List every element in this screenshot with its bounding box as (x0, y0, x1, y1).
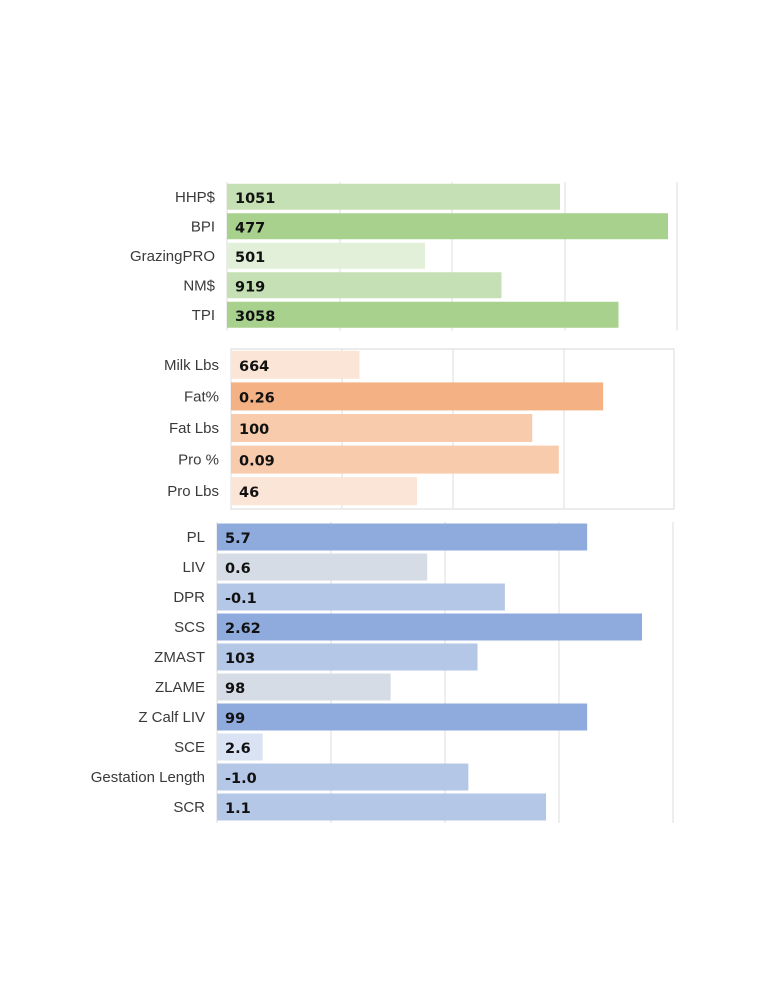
bar-dpr (217, 583, 505, 611)
bar-gestation-length (217, 763, 469, 791)
data-label: 919 (235, 279, 265, 295)
bar-zlame (217, 673, 391, 701)
bar-fat- (231, 382, 604, 411)
data-label: 2.6 (225, 741, 251, 757)
chart-panel-2: Milk Lbs 664 Fat% 0.26 Fat Lbs 100 Pro % 0.09 Pr… (164, 348, 675, 510)
data-label: 5.7 (225, 531, 251, 547)
bar-z-calf-liv (217, 703, 588, 731)
data-label: 3058 (235, 309, 275, 325)
data-label: 0.09 (239, 454, 275, 470)
category-label: ZMAST (154, 649, 205, 666)
bar-fat-lbs (231, 414, 533, 442)
category-label: NM$ (183, 277, 215, 294)
bar-bpi (227, 213, 668, 240)
bar-pro- (231, 445, 559, 474)
data-label: 477 (235, 220, 265, 236)
category-label: Gestation Length (91, 769, 205, 786)
bar-sce (217, 733, 263, 761)
bar-grazingpro (227, 242, 425, 269)
data-label: 0.6 (225, 561, 251, 577)
bar-pro-lbs (231, 477, 418, 506)
data-label: 2.62 (225, 621, 261, 637)
category-label: Fat% (184, 388, 219, 405)
category-label: SCR (173, 799, 205, 816)
category-label: Pro % (178, 452, 219, 469)
data-label: 501 (235, 250, 265, 266)
category-label: HHP$ (175, 189, 216, 206)
bar-nm- (227, 272, 502, 299)
bar-liv (217, 553, 428, 581)
data-label: 99 (225, 711, 245, 727)
category-label: DPR (173, 589, 205, 606)
data-label: -0.1 (225, 591, 257, 607)
category-label: Milk Lbs (164, 357, 219, 374)
category-label: TPI (192, 307, 215, 324)
category-label: SCE (174, 739, 205, 756)
bar-milk-lbs (231, 350, 360, 379)
data-label: 1.1 (225, 801, 251, 817)
category-label: BPI (191, 218, 215, 235)
data-label: 100 (239, 422, 269, 438)
bar-hhp- (227, 183, 560, 210)
bar-scr (217, 793, 547, 821)
data-label: 1051 (235, 191, 275, 207)
data-label: 46 (239, 485, 259, 501)
category-label: GrazingPRO (130, 248, 215, 265)
category-label: Pro Lbs (167, 483, 219, 500)
bar-tpi (227, 301, 619, 328)
bar-zmast (217, 643, 478, 671)
data-label: 664 (239, 359, 269, 375)
bar-pl (217, 523, 588, 551)
data-label: 103 (225, 651, 255, 667)
category-label: ZLAME (155, 679, 205, 696)
category-label: PL (187, 529, 205, 546)
bar-scs (217, 613, 643, 641)
data-label: -1.0 (225, 771, 257, 787)
category-label: LIV (182, 559, 205, 576)
category-label: Z Calf LIV (138, 709, 205, 726)
data-label: 98 (225, 681, 245, 697)
category-label: SCS (174, 619, 205, 636)
category-label: Fat Lbs (169, 420, 219, 437)
chart-panel-3: PL 5.7 LIV 0.6 DPR -0.1 SCS 2.62 ZMAST 103 ZLAME 98… (91, 522, 674, 823)
data-label: 0.26 (239, 390, 275, 406)
chart-panel-1: HHP$ 1051 BPI 477 GrazingPRO 501 NM$ 919 TPI 3058 (130, 182, 678, 331)
